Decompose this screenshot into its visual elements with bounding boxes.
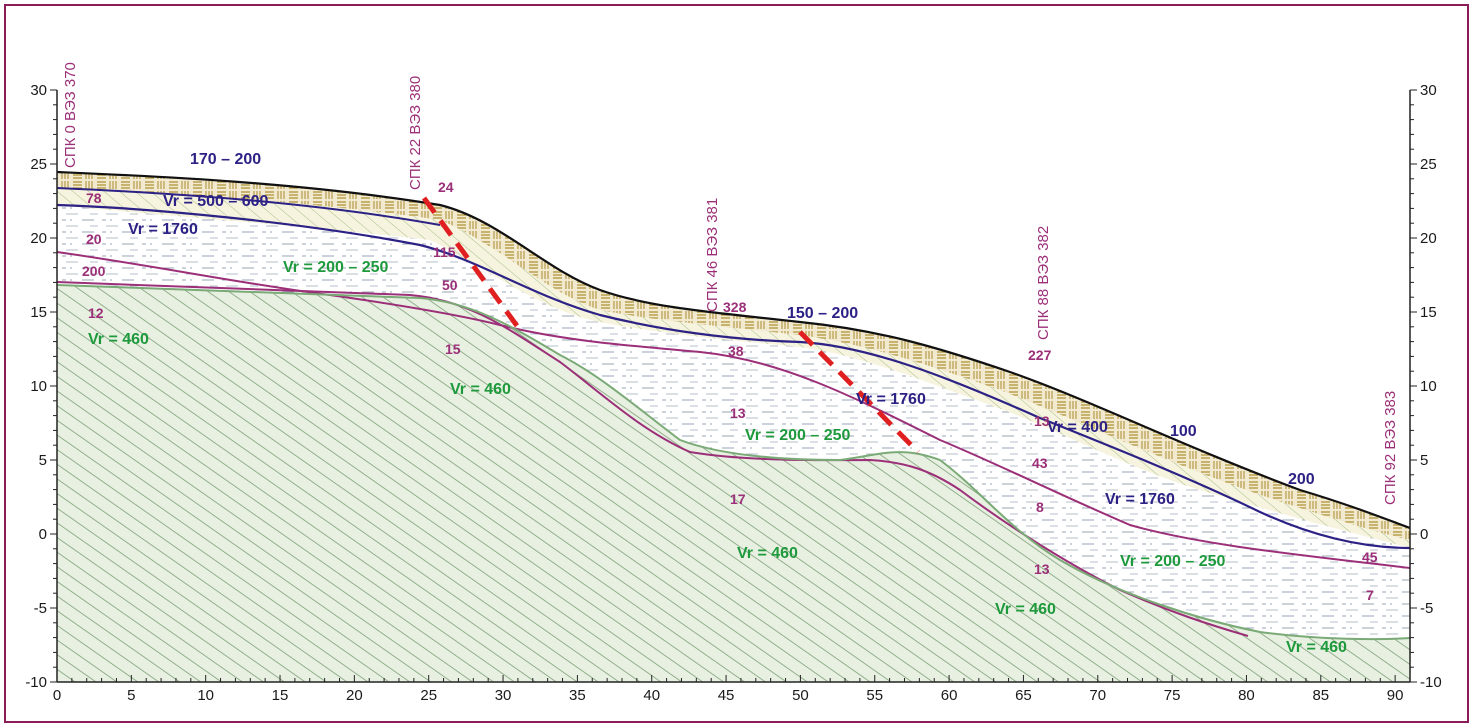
- velocity-label: Vr = 1760: [128, 221, 198, 238]
- velocity-label: Vr = 1760: [1105, 491, 1175, 508]
- x-tick-label: 80: [1238, 687, 1255, 704]
- y-tick-label-left: 0: [39, 526, 47, 543]
- velocity-label: Vr = 1760: [856, 391, 926, 408]
- x-tick-label: 40: [643, 687, 660, 704]
- ground-surface-line: [56, 170, 1411, 530]
- y-tick-label-left: 5: [39, 452, 47, 469]
- velocity-label: 100: [1170, 423, 1197, 440]
- velocity-label: Vr = 460: [88, 331, 149, 348]
- bedrock: [57, 285, 1410, 682]
- resistivity-label: 328: [723, 299, 747, 315]
- y-tick-label-right: -10: [1420, 674, 1442, 691]
- x-tick-label: 45: [718, 687, 735, 704]
- x-tick-label: 20: [346, 687, 363, 704]
- station-label: СПК 22 ВЭЗ 380: [407, 76, 424, 190]
- resistivity-label: 227: [1028, 347, 1052, 363]
- x-tick-label: 35: [569, 687, 586, 704]
- resistivity-label: 43: [1032, 455, 1048, 471]
- resistivity-label: 24: [438, 179, 454, 195]
- y-tick-label-left: -5: [34, 600, 47, 617]
- resistivity-label: 200: [82, 263, 106, 279]
- velocity-label: Vr = 400: [1047, 419, 1108, 436]
- y-tick-label-right: 5: [1420, 452, 1428, 469]
- resistivity-label: 17: [730, 491, 746, 507]
- velocity-label: Vr = 200 – 250: [745, 427, 851, 444]
- y-tick-label-right: -5: [1420, 600, 1433, 617]
- navy-boundary-line-b: [56, 187, 441, 226]
- x-tick-label: 5: [127, 687, 135, 704]
- resistivity-label: 45: [1362, 549, 1378, 565]
- velocity-label: Vr = 460: [737, 545, 798, 562]
- resistivity-label: 15: [445, 341, 461, 357]
- x-tick-label: 60: [941, 687, 958, 704]
- x-tick-label: 90: [1387, 687, 1404, 704]
- x-tick-label: 65: [1015, 687, 1032, 704]
- station-label: СПК 88 ВЭЗ 382: [1035, 226, 1052, 340]
- resistivity-label: 20: [86, 231, 102, 247]
- fault-line-2: [798, 330, 920, 454]
- velocity-label: Vr = 460: [450, 381, 511, 398]
- resistivity-label: 13: [1034, 561, 1050, 577]
- x-tick-label: 85: [1312, 687, 1329, 704]
- station-label: СПК 46 ВЭЗ 381: [704, 198, 721, 312]
- y-tick-label-left: 20: [30, 230, 47, 247]
- resistivity-label: 13: [730, 405, 746, 421]
- y-tick-label-right: 25: [1420, 156, 1437, 173]
- x-tick-label: 0: [53, 687, 61, 704]
- y-tick-label-left: 10: [30, 378, 47, 395]
- velocity-label: 150 – 200: [787, 305, 858, 322]
- x-tick-label: 70: [1089, 687, 1106, 704]
- velocity-label: Vr = 200 – 250: [283, 259, 389, 276]
- x-tick-label: 50: [792, 687, 809, 704]
- velocity-label: Vr = 460: [1286, 639, 1347, 656]
- velocity-label: Vr = 460: [995, 601, 1056, 618]
- y-tick-label-left: 25: [30, 156, 47, 173]
- velocity-label: Vr = 200 – 250: [1120, 553, 1226, 570]
- velocity-label: Vr = 500 – 600: [163, 193, 269, 210]
- x-tick-label: 75: [1164, 687, 1181, 704]
- resistivity-label: 50: [442, 277, 458, 293]
- x-tick-label: 10: [197, 687, 214, 704]
- velocity-label: 170 – 200: [190, 151, 261, 168]
- navy-boundary-line: [56, 203, 1411, 550]
- y-tick-label-right: 30: [1420, 82, 1437, 99]
- x-tick-label: 15: [272, 687, 289, 704]
- resistivity-label: 78: [86, 190, 102, 206]
- y-tick-label-left: -10: [25, 674, 47, 691]
- green-bedrock-top: [56, 284, 1411, 641]
- y-tick-label-right: 15: [1420, 304, 1437, 321]
- y-tick-label-right: 20: [1420, 230, 1437, 247]
- x-tick-label: 30: [495, 687, 512, 704]
- resistivity-label: 8: [1036, 499, 1044, 515]
- velocity-label: 200: [1288, 471, 1315, 488]
- resistivity-label: 38: [728, 343, 744, 359]
- station-label: СПК 0 ВЭЗ 370: [62, 62, 79, 168]
- x-tick-label: 55: [866, 687, 883, 704]
- y-tick-label-left: 15: [30, 304, 47, 321]
- resistivity-label: 7: [1366, 587, 1374, 603]
- resistivity-label: 12: [88, 305, 104, 321]
- y-tick-label-right: 0: [1420, 526, 1428, 543]
- resistivity-label: 115: [433, 244, 456, 260]
- purple-boundary-line-b: [56, 281, 1249, 637]
- y-tick-label-right: 10: [1420, 378, 1437, 395]
- resistivity-label: 13: [1034, 413, 1050, 429]
- y-tick-label-left: 30: [30, 82, 47, 99]
- x-tick-label: 25: [420, 687, 437, 704]
- station-label: СПК 92 ВЭЗ 383: [1382, 391, 1399, 505]
